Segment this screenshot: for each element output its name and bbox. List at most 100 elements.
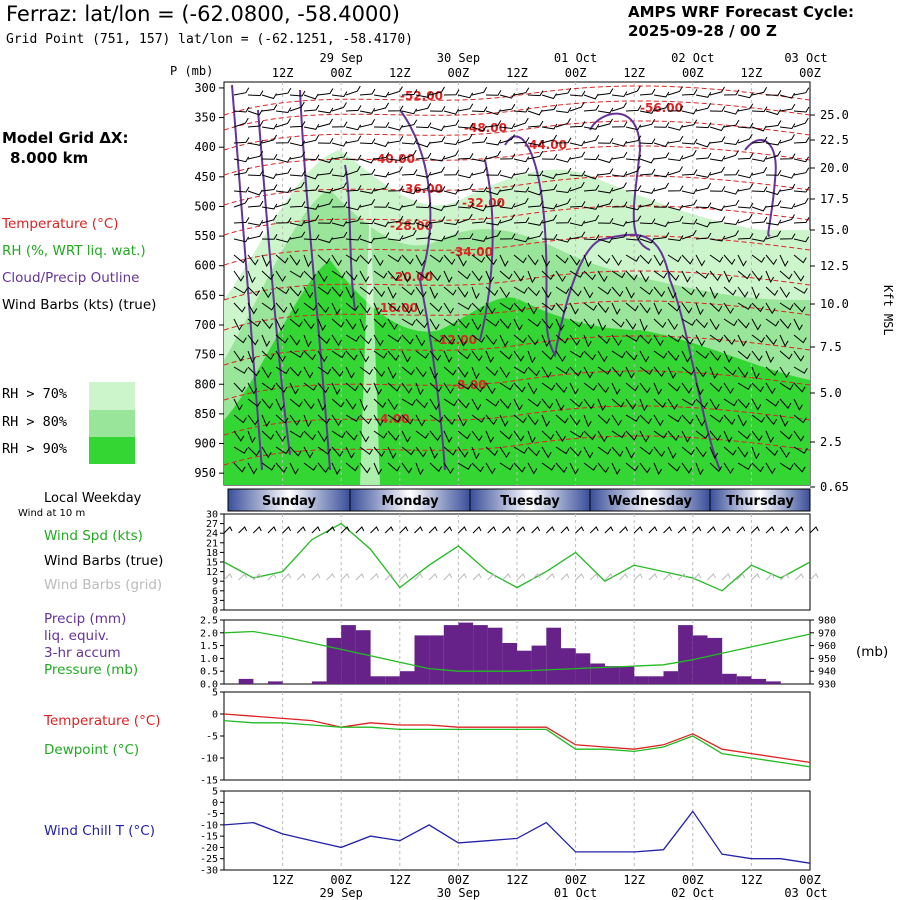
precip-bar <box>399 671 415 684</box>
y-tick-label: -10 <box>200 820 218 831</box>
top-hour-label: 12Z <box>506 66 528 80</box>
surface-wind-barb-true <box>589 526 599 534</box>
wind-barb <box>555 236 572 243</box>
wind-barb <box>233 334 247 344</box>
wind-barb <box>625 350 638 361</box>
wind-barb <box>583 254 592 268</box>
wind-barb <box>415 446 427 458</box>
wind-barb <box>457 202 474 209</box>
wind-barb <box>401 462 413 474</box>
wind-barb <box>681 302 693 314</box>
wind-barb <box>667 302 681 312</box>
wind-barb <box>723 430 733 443</box>
wind-barb <box>485 318 500 327</box>
wind-barb <box>429 286 439 300</box>
wind-barb <box>457 462 472 470</box>
wind-barb <box>303 184 320 192</box>
wind-barb <box>317 334 331 344</box>
pressure-line <box>223 630 811 672</box>
isotherm-line <box>223 100 811 131</box>
wind-barb <box>681 446 695 456</box>
wind-barb <box>233 167 250 176</box>
wind-barb <box>611 102 627 112</box>
wind-barb <box>709 446 719 460</box>
wind-barb <box>513 414 527 424</box>
wind-barb <box>793 236 810 243</box>
wind-barb <box>429 86 446 96</box>
wind-barb <box>247 170 264 177</box>
bottom-date-label: 02 Oct <box>671 886 714 900</box>
y-tick-label: 30 <box>206 510 218 521</box>
surface-wind-barb-grid <box>443 573 453 581</box>
surface-wind-barb-true <box>560 526 570 534</box>
wind-barb <box>639 119 656 128</box>
precip-bar <box>604 666 620 684</box>
wind-barb <box>695 103 712 112</box>
wind-barb <box>345 270 358 281</box>
wind-barb <box>667 185 684 192</box>
wind-barb <box>261 462 276 471</box>
forecast-cycle-line1: AMPS WRF Forecast Cycle: <box>628 3 854 21</box>
wind-barb <box>345 430 358 441</box>
wind-barb <box>345 204 362 211</box>
wind-barb <box>723 366 737 376</box>
wind-barb <box>737 133 753 144</box>
wind-barb <box>583 184 600 192</box>
label-wind-barbs-true: Wind Barbs (true) <box>44 553 164 569</box>
wind-barb <box>583 318 595 330</box>
wind-barb <box>415 398 428 409</box>
wind-barb <box>471 350 483 362</box>
wind-barb <box>667 382 681 392</box>
wind-barb <box>415 92 432 98</box>
wind-barb <box>765 302 776 315</box>
wind-barb <box>429 462 443 472</box>
wind-barb <box>583 270 596 281</box>
surface-wind-barb-grid <box>560 573 570 581</box>
wind-barb <box>639 168 656 176</box>
wind-barb <box>415 183 432 192</box>
wind-barb <box>751 167 768 176</box>
wind-barb <box>471 236 488 242</box>
precip-bar <box>517 650 532 684</box>
wind-barb <box>527 302 538 315</box>
wind-barb <box>457 183 474 192</box>
wind-barb <box>359 138 376 145</box>
wind-barb <box>331 334 342 347</box>
precip-bar <box>531 645 547 684</box>
wind-barb <box>401 398 416 406</box>
wind-barb <box>457 318 470 329</box>
wind-barb <box>751 236 768 242</box>
wind-barb <box>667 414 682 423</box>
wind-barb <box>751 430 763 442</box>
wind-barb <box>653 334 664 347</box>
pressure-tick-label: 600 <box>194 259 216 273</box>
surface-wind-barb-true <box>721 526 731 534</box>
kft-tick-label: 15.0 <box>820 223 849 237</box>
wind-barb <box>401 138 418 145</box>
wind-barb <box>709 350 722 362</box>
wind-barb <box>499 203 516 210</box>
wind-barb <box>779 414 789 427</box>
wind-barb <box>569 170 586 177</box>
wind-barb <box>345 124 362 131</box>
wind-barb <box>373 462 383 476</box>
wind-barb <box>345 135 362 144</box>
wind-barb <box>275 137 292 144</box>
wind-barb <box>443 230 459 240</box>
wind-barb <box>639 270 650 283</box>
wind-barb <box>443 108 460 115</box>
wind-barb <box>275 302 288 313</box>
y-tick-label: 12 <box>206 567 218 578</box>
wind-barb <box>359 199 376 208</box>
wind-barb <box>373 141 389 148</box>
wind-barb <box>569 231 586 240</box>
wind-barb <box>667 286 677 299</box>
wind-barb <box>373 201 390 208</box>
wind-barb <box>415 141 431 148</box>
wind-barb <box>499 430 513 440</box>
wind-barb <box>247 398 262 407</box>
wind-barb <box>793 462 806 473</box>
precip-bar <box>326 637 342 684</box>
wind-barb <box>247 231 264 240</box>
wind-barb <box>331 430 346 439</box>
